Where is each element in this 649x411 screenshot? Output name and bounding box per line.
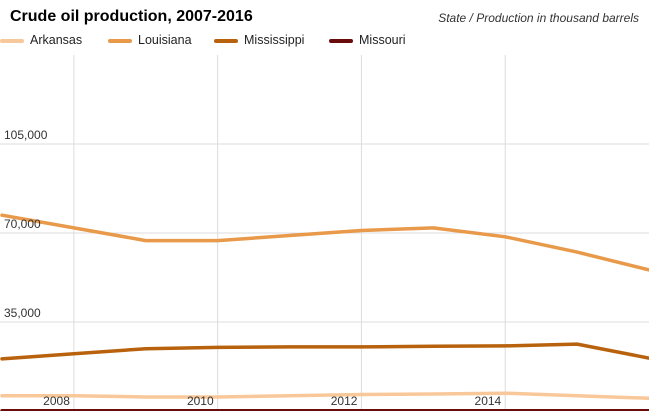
legend-swatch [108, 39, 132, 43]
legend-label: Missouri [359, 33, 406, 47]
chart-subtitle: State / Production in thousand barrels [438, 11, 639, 25]
series-line-mississippi [0, 342, 649, 361]
legend-swatch [0, 39, 24, 43]
legend-label: Louisiana [138, 33, 192, 47]
tick-labels: 35,000 70,000 105,000 2008 2010 2012 2014 [4, 128, 502, 408]
x-tick-label: 2012 [331, 394, 358, 408]
y-tick-label: 70,000 [4, 217, 41, 231]
legend-label: Mississippi [244, 33, 305, 47]
chart-title: Crude oil production, 2007-2016 [10, 8, 253, 25]
series-line-louisiana [0, 213, 649, 272]
legend-swatch [214, 39, 238, 43]
series-line-arkansas [0, 391, 649, 401]
series-lines [0, 213, 649, 411]
legend-label: Arkansas [30, 33, 83, 47]
x-tick-label: 2014 [475, 394, 502, 408]
y-tick-label: 105,000 [4, 128, 48, 142]
y-tick-label: 35,000 [4, 306, 41, 320]
legend-swatch [329, 39, 353, 43]
x-tick-label: 2008 [43, 394, 70, 408]
x-tick-label: 2010 [187, 394, 214, 408]
